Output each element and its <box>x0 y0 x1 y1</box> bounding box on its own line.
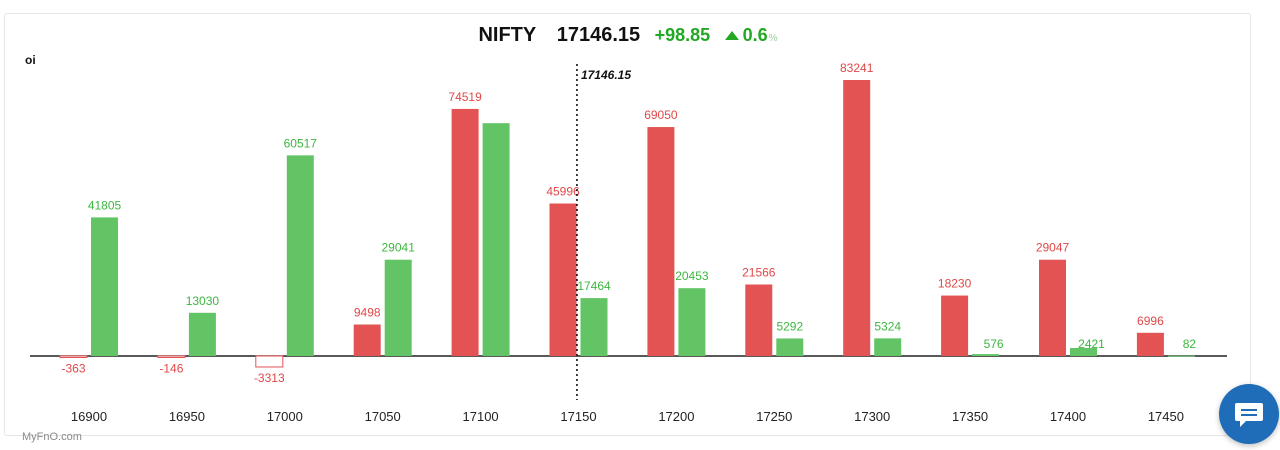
percent-value: 0.6 <box>742 25 768 45</box>
x-tick-label: 17250 <box>756 409 792 424</box>
green-bar-label: 17464 <box>577 279 611 293</box>
green-bar-label: 41805 <box>88 198 122 212</box>
red-bar <box>745 284 773 356</box>
up-arrow-icon <box>724 31 739 40</box>
red-bar <box>1039 259 1066 356</box>
red-bar <box>941 295 969 356</box>
green-bar <box>1070 347 1097 356</box>
green-bar-label: 5324 <box>874 319 901 333</box>
green-bar <box>482 123 510 357</box>
index-price: 17146.15 <box>556 24 641 46</box>
x-tick-label: 16950 <box>169 409 205 424</box>
red-bar <box>843 80 871 356</box>
green-bar <box>580 298 608 356</box>
green-bar <box>1167 355 1195 357</box>
red-bar <box>647 127 675 356</box>
green-bar <box>286 155 314 356</box>
watermark: MyFnO.com <box>22 431 82 443</box>
chart-card <box>4 13 1251 436</box>
x-tick-label: 17300 <box>854 409 890 424</box>
x-tick-label: 17350 <box>952 409 988 424</box>
red-bar-label: 9498 <box>354 306 381 320</box>
green-bar <box>776 338 804 356</box>
green-bar <box>91 217 118 356</box>
red-bar-label: -146 <box>159 362 183 376</box>
red-bar-label: 6996 <box>1137 314 1164 328</box>
green-bar-label: 5292 <box>776 319 803 333</box>
green-bar <box>384 259 412 356</box>
price-change: +98.85 <box>654 25 711 45</box>
green-bar-label: 20453 <box>675 269 709 283</box>
red-bar <box>157 355 186 358</box>
green-bar <box>188 312 216 356</box>
red-bar-label: 83241 <box>840 61 874 75</box>
x-tick-label: 17150 <box>560 409 596 424</box>
red-bar-label: -363 <box>61 362 85 376</box>
red-bar <box>451 108 479 356</box>
index-symbol: NIFTY <box>478 24 537 46</box>
red-bar-label: 74519 <box>448 90 482 104</box>
green-bar-label: 60517 <box>284 136 318 150</box>
percent-unit: % <box>768 33 778 44</box>
red-bar-label: 69050 <box>644 108 678 122</box>
red-bar-label: -3313 <box>254 371 285 385</box>
red-bar <box>255 355 284 368</box>
x-tick-label: 17050 <box>365 409 401 424</box>
green-bar-label: 13030 <box>186 294 220 308</box>
green-bar <box>972 354 1000 356</box>
spot-price-label: 17146.15 <box>581 68 631 82</box>
x-tick-label: 17200 <box>658 409 694 424</box>
chart-header: NIFTY 17146.15 +98.85 0.6% <box>0 24 1256 47</box>
green-bar <box>678 288 706 356</box>
x-tick-label: 16900 <box>71 409 107 424</box>
x-tick-label: 17000 <box>267 409 303 424</box>
green-bar-label: 2421 <box>1078 337 1105 351</box>
red-bar <box>353 324 381 356</box>
green-bar-label: 29041 <box>382 241 416 255</box>
chat-button[interactable] <box>1219 384 1279 444</box>
percent-change: 0.6% <box>724 25 778 45</box>
red-bar <box>549 203 577 356</box>
x-tick-label: 17400 <box>1050 409 1086 424</box>
x-tick-label: 17100 <box>463 409 499 424</box>
red-bar <box>59 355 88 358</box>
red-bar-label: 45996 <box>546 184 580 198</box>
oi-axis-label: oi <box>25 53 36 67</box>
green-bar-label: 82 <box>1183 337 1197 351</box>
chat-icon <box>1235 403 1263 427</box>
red-bar-label: 18230 <box>938 277 972 291</box>
green-bar <box>874 338 902 356</box>
red-bar-label: 21566 <box>742 265 776 279</box>
green-bar-label: 576 <box>984 337 1004 351</box>
red-bar-label: 29047 <box>1036 241 1070 255</box>
red-bar <box>1136 332 1164 356</box>
x-tick-label: 17450 <box>1148 409 1184 424</box>
